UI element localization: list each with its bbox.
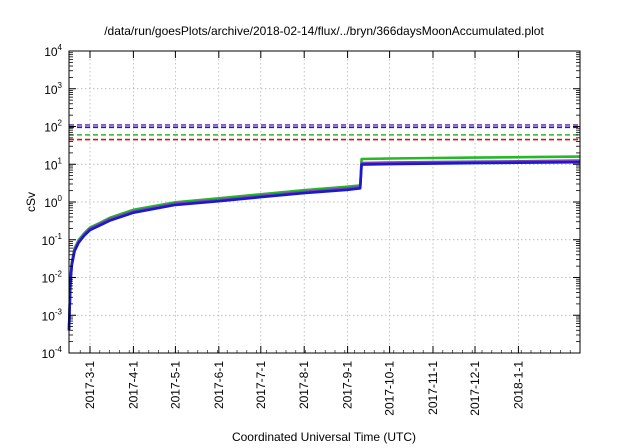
y-tick-exponent: 2 [58,119,63,128]
y-tick-label: 10-3 [42,307,63,323]
y-tick-label: 10-2 [42,270,63,286]
x-axis-label: Coordinated Universal Time (UTC) [232,430,416,444]
series-line [67,160,581,331]
y-tick-label: 10-4 [42,345,63,361]
grid-lines [69,51,580,353]
x-tick-label: 2017-5-1 [168,361,182,409]
y-tick-label: 103 [44,81,62,97]
series-line [67,159,581,331]
x-axis-ticks: 2017-3-1 2017-4-1 2017-5-1 2017-6-1 2017-7-1… [79,51,571,416]
y-tick-label: 10-1 [42,232,63,248]
y-tick-exponent: 0 [58,194,63,203]
x-tick-label: 2017-11-1 [426,361,440,415]
y-tick-exponent: -4 [55,345,63,354]
y-tick-exponent: -3 [55,307,63,316]
y-tick-exponent: 4 [58,43,63,52]
chart-title: /data/run/goesPlots/archive/2018-02-14/f… [104,24,544,38]
x-tick-label: 2017-12-1 [468,361,482,416]
y-tick-exponent: -1 [55,232,63,241]
y-tick-exponent: 3 [58,81,63,90]
x-tick-label: 2017-4-1 [126,361,140,409]
y-tick-label: 102 [44,119,62,135]
x-tick-label: 2017-9-1 [341,361,355,409]
x-tick-label: 2017-3-1 [83,361,97,409]
y-tick-label: 104 [44,43,62,59]
y-tick-label: 101 [44,156,62,172]
x-tick-label: 2017-6-1 [212,361,226,409]
y-axis-label: cSv [24,192,38,212]
x-tick-label: 2017-10-1 [383,361,397,416]
y-tick-exponent: -2 [55,270,63,279]
y-tick-label: 100 [44,194,62,210]
x-tick-label: 2017-7-1 [254,361,268,409]
series-line [67,155,581,331]
x-tick-label: 2017-8-1 [297,361,311,409]
y-tick-exponent: 1 [58,156,63,165]
x-tick-label: 2018-1-1 [511,361,525,409]
series-lines [67,155,581,331]
threshold-lines [69,124,580,141]
